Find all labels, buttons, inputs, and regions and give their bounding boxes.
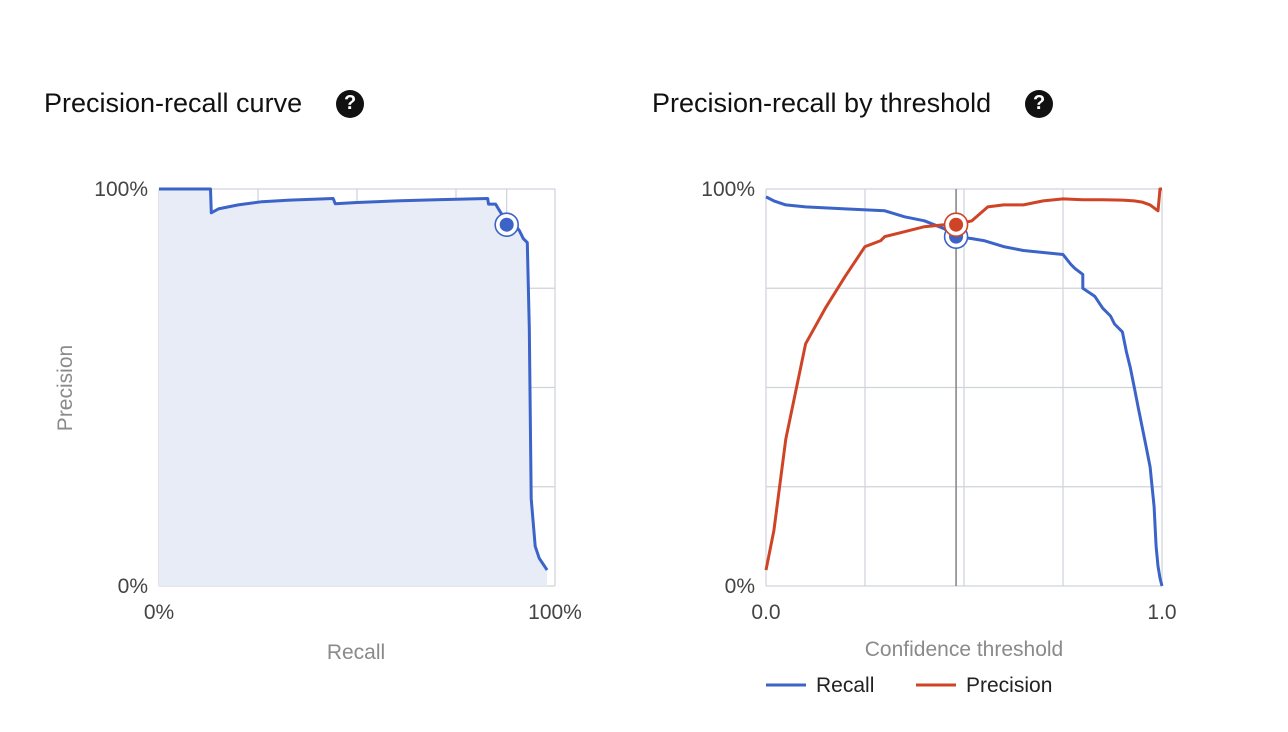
- right-chart-title-row: Precision-recall by threshold ?: [652, 88, 1054, 119]
- left-chart-title: Precision-recall curve: [44, 88, 303, 118]
- y-tick-label: 100%: [701, 178, 755, 201]
- recall-series-line: [765, 195, 1164, 587]
- chart-legend: Recall Precision: [766, 674, 1052, 697]
- left-area: [159, 189, 548, 586]
- question-circle-icon[interactable]: ?: [1025, 89, 1054, 118]
- y-tick-label: 0%: [118, 575, 148, 598]
- pr-curve-line: [159, 187, 549, 571]
- question-circle-icon[interactable]: ?: [336, 89, 365, 118]
- pr-curve-area: [159, 189, 548, 586]
- right-points: [943, 212, 969, 249]
- right-x-axis-title: Confidence threshold: [865, 638, 1063, 661]
- x-tick-label: 1.0: [1147, 601, 1176, 624]
- left-line: [159, 187, 549, 571]
- left-x-axis-title: Recall: [327, 641, 385, 664]
- legend-label-recall: Recall: [816, 674, 874, 697]
- left-points: [494, 212, 519, 238]
- right-lines: [764, 187, 1164, 587]
- legend-label-precision: Precision: [966, 674, 1052, 697]
- right-chart-title: Precision-recall by threshold: [652, 88, 992, 118]
- right-grid: [765, 188, 1163, 587]
- left-ticks: 0% 100% 0% 100%: [94, 178, 582, 624]
- y-tick-label: 100%: [94, 178, 148, 201]
- x-tick-label: 0%: [144, 601, 174, 624]
- precision-highlight-point: [949, 217, 964, 232]
- right-ticks: 0.0 1.0 0% 100%: [701, 178, 1176, 624]
- precision-series-line: [764, 187, 1162, 571]
- x-tick-label: 100%: [528, 601, 582, 624]
- x-tick-label: 0.0: [751, 601, 780, 624]
- y-tick-label: 0%: [725, 575, 755, 598]
- left-y-axis-title: Precision: [54, 345, 77, 431]
- left-chart-title-row: Precision-recall curve ?: [44, 88, 365, 119]
- pr-curve-highlight-point: [499, 217, 514, 232]
